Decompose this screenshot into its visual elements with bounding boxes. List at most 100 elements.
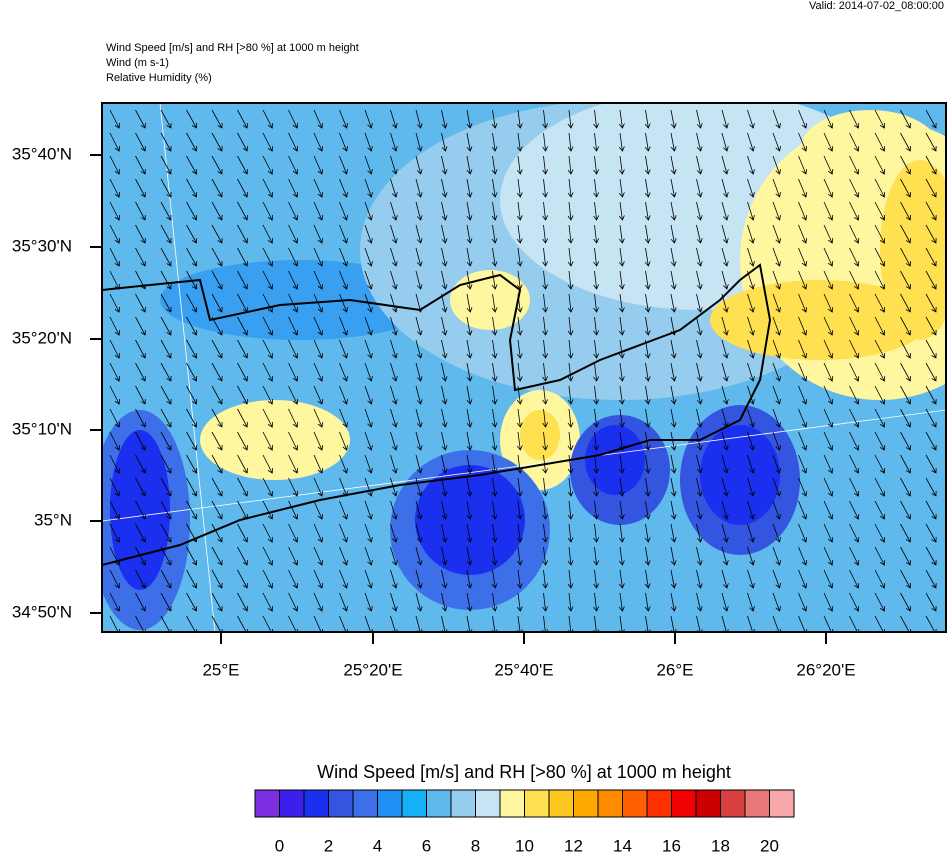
wind-arrow: [747, 408, 755, 428]
wind-arrow: [849, 316, 860, 336]
wind-arrow: [644, 339, 651, 359]
wind-arrow: [186, 569, 198, 589]
wind-arrow: [135, 592, 146, 612]
wind-arrow: [313, 316, 324, 336]
wind-arrow: [237, 132, 248, 152]
wind-arrow: [593, 224, 600, 244]
wind-arrow: [593, 431, 600, 451]
wind-arrow: [696, 155, 703, 175]
wind-arrow: [339, 362, 348, 382]
wind-arrow: [670, 408, 677, 428]
wind-arrow: [593, 201, 600, 221]
wind-arrow: [313, 431, 324, 451]
wind-arrow: [874, 339, 886, 359]
wind-arrow: [415, 132, 423, 152]
wind-arrow: [211, 247, 223, 267]
wind-arrow: [441, 247, 448, 267]
wind-arrow: [441, 408, 448, 428]
wind-arrow: [618, 431, 625, 451]
wind-arrow: [364, 500, 373, 520]
wind-arrow: [441, 523, 448, 543]
wind-arrow: [721, 500, 729, 520]
wind-arrow: [670, 592, 677, 612]
wind-arrow: [186, 224, 198, 244]
wind-arrow: [262, 178, 273, 198]
wind-arrow: [390, 224, 398, 244]
wind-arrow: [288, 316, 299, 336]
wind-arrow: [339, 546, 348, 566]
wind-arrow: [618, 546, 625, 566]
wind-arrow: [339, 500, 348, 520]
colorbar-label: 16: [662, 836, 681, 854]
wind-arrow: [849, 247, 860, 267]
wind-arrow: [798, 385, 808, 405]
wind-arrow: [160, 155, 172, 175]
wind-arrow: [466, 362, 473, 382]
wind-arrow: [925, 408, 937, 428]
wind-arrow: [925, 316, 937, 336]
wind-arrow: [339, 569, 348, 589]
wind-arrow: [109, 270, 120, 290]
wind-arrow: [364, 339, 373, 359]
wind-arrow: [186, 408, 198, 428]
colorbar-label: 14: [613, 836, 632, 854]
wind-arrow: [262, 454, 273, 474]
wind-arrow: [160, 270, 172, 290]
colorbar-box: [303, 789, 329, 818]
colorbar-box: [744, 789, 770, 818]
wind-arrow: [823, 546, 834, 566]
wind-arrow: [160, 408, 172, 428]
wind-arrow: [670, 477, 677, 497]
wind-arrow: [874, 178, 886, 198]
wind-arrow: [186, 362, 198, 382]
wind-arrow: [466, 592, 473, 612]
wind-arrow: [135, 477, 146, 497]
wind-arrow: [670, 454, 677, 474]
wind-arrow: [798, 270, 808, 290]
wind-arrow: [109, 500, 120, 520]
wind-arrow: [211, 316, 223, 336]
wind-arrow: [160, 178, 172, 198]
wind-arrow: [186, 592, 198, 612]
wind-arrow: [567, 592, 574, 612]
wind-arrow: [364, 178, 373, 198]
wind-arrow: [160, 293, 172, 313]
colorbar-box: [646, 789, 672, 818]
wind-arrow: [696, 270, 703, 290]
wind-arrow: [415, 316, 423, 336]
wind-arrow: [542, 362, 549, 382]
lat-label: 34°50'N: [12, 602, 72, 621]
wind-arrow: [823, 477, 834, 497]
wind-arrow: [313, 247, 324, 267]
wind-arrow: [849, 132, 860, 152]
wind-arrow: [364, 431, 373, 451]
wind-arrow: [109, 224, 120, 244]
wind-arrow: [721, 546, 729, 566]
wind-arrow: [313, 385, 324, 405]
wind-arrow: [772, 270, 781, 290]
wind-arrow: [390, 523, 398, 543]
wind-arrow: [593, 569, 600, 589]
wind-arrow: [237, 523, 248, 543]
wind-arrow: [593, 155, 600, 175]
wind-arrow: [644, 454, 651, 474]
wind-arrow: [186, 109, 198, 129]
wind-arrow: [721, 339, 729, 359]
wind-arrow: [160, 224, 172, 244]
wind-arrow: [313, 155, 324, 175]
wind-arrow: [542, 408, 549, 428]
wind-arrow: [109, 569, 120, 589]
wind-arrow: [135, 385, 146, 405]
wind-arrow: [900, 132, 911, 152]
wind-arrow: [593, 500, 600, 520]
wind-arrow: [441, 362, 448, 382]
wind-arrow: [874, 293, 886, 313]
wind-arrow: [516, 339, 523, 359]
wind-arrow: [567, 523, 574, 543]
wind-arrow: [516, 270, 523, 290]
wind-arrow: [900, 362, 911, 382]
wind-arrow: [593, 454, 600, 474]
wind-arrow: [135, 132, 146, 152]
wind-arrow: [109, 385, 120, 405]
wind-arrow: [516, 178, 523, 198]
